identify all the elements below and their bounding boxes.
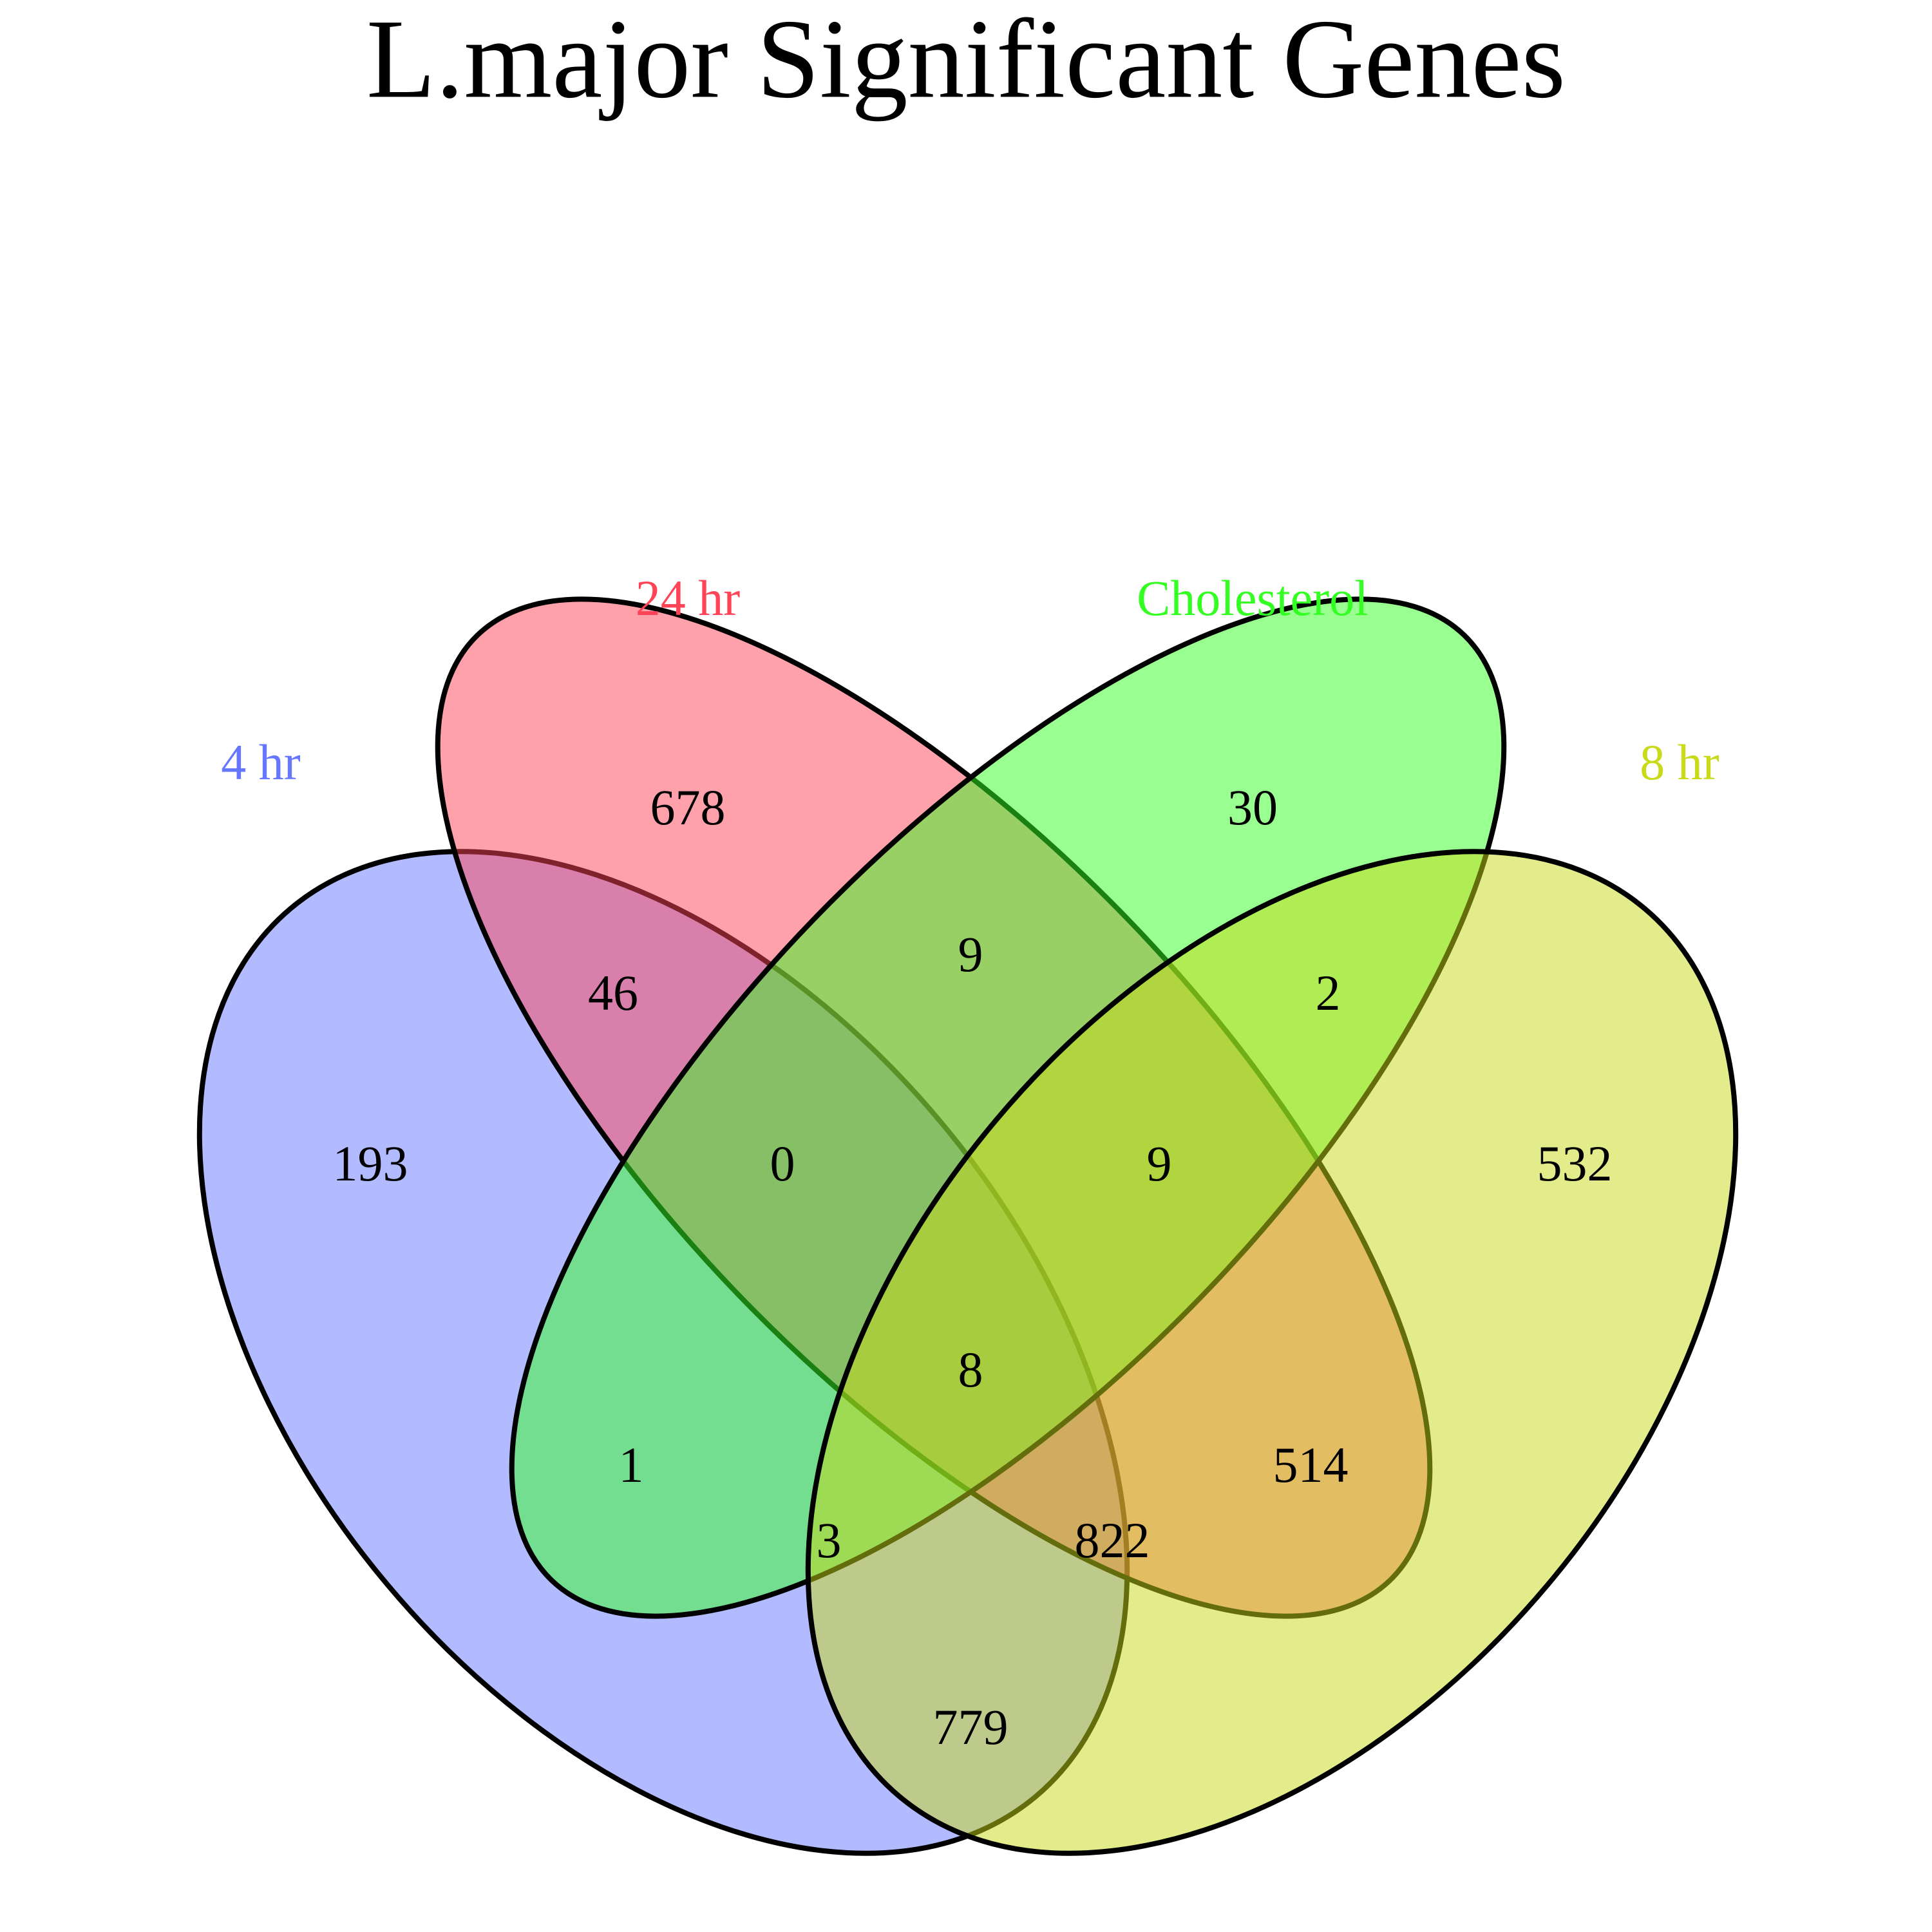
chart-title: L.major Significant Genes [366,0,1566,122]
count-24hr-cholesterol: 9 [958,926,983,982]
count-4hr-cholesterol-8hr: 3 [817,1512,842,1568]
set-label-cholesterol: Cholesterol [1137,570,1368,626]
count-4hr-24hr: 46 [588,965,638,1021]
count-cholesterol-8hr: 2 [1316,965,1341,1021]
count-all-four: 8 [958,1341,983,1397]
count-4hr-24hr-8hr: 822 [1075,1512,1150,1568]
set-label-8hr: 8 hr [1640,734,1719,790]
set-8hr-ellipse [805,849,1739,1856]
count-only-cholesterol: 30 [1227,779,1278,835]
count-only-8hr: 532 [1537,1135,1613,1191]
count-4hr-24hr-cholesterol: 0 [770,1135,795,1191]
count-only-4hr: 193 [333,1135,408,1191]
count-4hr-8hr: 779 [933,1699,1009,1755]
count-only-24hr: 678 [650,779,726,835]
count-24hr-cholesterol-8hr: 9 [1147,1135,1172,1191]
count-24hr-8hr: 514 [1273,1437,1349,1493]
set-label-24hr: 24 hr [636,570,741,626]
count-4hr-cholesterol: 1 [619,1437,644,1493]
set-label-4hr: 4 hr [221,734,301,790]
